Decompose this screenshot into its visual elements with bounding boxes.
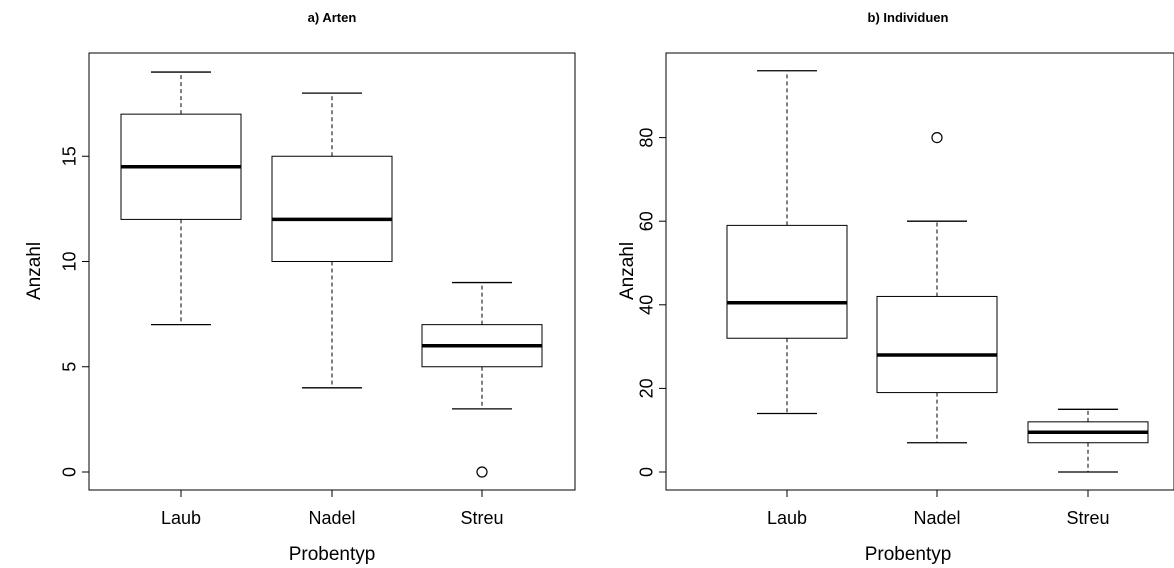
y-tick-label: 0	[59, 467, 79, 477]
x-axis-label: Probentyp	[289, 544, 376, 565]
x-tick-label: Nadel	[308, 508, 355, 528]
boxes	[120, 71, 543, 478]
x-axis: Laub Nadel Streu	[161, 489, 504, 528]
y-tick-label: 10	[59, 251, 79, 271]
y-tick-label: 40	[636, 295, 656, 315]
y-axis-label: Anzahl	[617, 242, 638, 300]
y-tick-label: 60	[636, 211, 656, 231]
y-axis: 0 5 10 15	[59, 146, 90, 477]
y-axis: 0 20 40 60 80	[636, 128, 667, 477]
outlier-point	[931, 132, 943, 144]
y-tick-label: 15	[59, 146, 79, 166]
outlier-point	[476, 466, 488, 478]
x-tick-label: Laub	[161, 508, 201, 528]
box-iqr	[271, 155, 393, 262]
box-iqr	[726, 224, 848, 339]
y-axis-label: Anzahl	[24, 242, 45, 300]
boxes	[726, 70, 1149, 473]
y-tick-label: 0	[636, 467, 656, 477]
box-streu	[1027, 408, 1149, 473]
box-laub	[120, 71, 242, 326]
x-tick-label: Streu	[1066, 508, 1109, 528]
box-streu	[421, 281, 543, 478]
chart-title: b) Individuen	[868, 10, 949, 25]
box-laub	[726, 70, 848, 415]
panel-individuen: b) Individuen Probentyp Anzahl 0 20 40 60 80…	[617, 10, 1174, 565]
panel-arten: a) Arten Probentyp Anzahl 0 5 10 15 Laub Nad…	[24, 10, 576, 565]
chart-title: a) Arten	[308, 10, 357, 25]
y-tick-label: 80	[636, 128, 656, 148]
y-tick-label: 20	[636, 378, 656, 398]
x-axis-label: Probentyp	[865, 544, 952, 565]
x-tick-label: Streu	[460, 508, 503, 528]
box-nadel	[271, 92, 393, 389]
y-tick-label: 5	[59, 362, 79, 372]
x-axis: Laub Nadel Streu	[767, 489, 1110, 528]
box-nadel	[876, 132, 998, 444]
box-iqr	[876, 295, 998, 394]
x-tick-label: Laub	[767, 508, 807, 528]
x-tick-label: Nadel	[913, 508, 960, 528]
